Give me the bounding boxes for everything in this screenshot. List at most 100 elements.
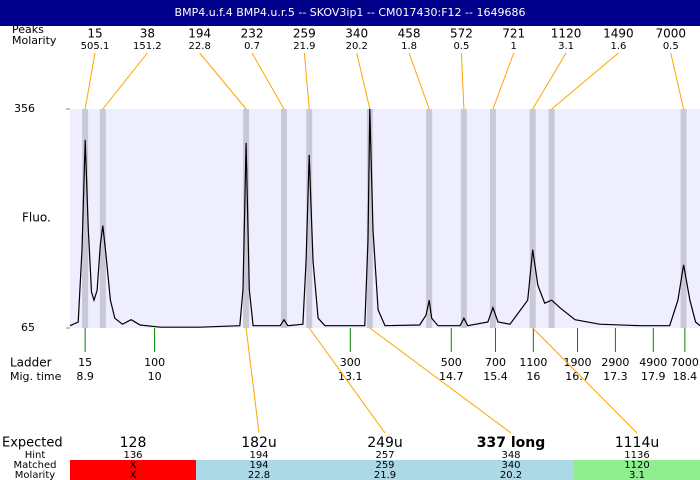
ladder-bp-label: 4900 [639,356,667,369]
peak-link [251,52,285,110]
ladder-mig-time-label: 18.4 [673,370,698,383]
ladder-bp-label: 15 [78,356,92,369]
ladder-mig-time-label: 17.3 [603,370,628,383]
ladder-mig-time-label: 17.9 [641,370,666,383]
ladder-bp-label: 2900 [601,356,629,369]
peak-link [199,52,247,110]
molarity-value: X [130,470,137,480]
ladder-mig-time-label: 16 [526,370,540,383]
matched-value: 194 [249,460,268,471]
matched-value: 1120 [624,460,649,471]
ladder-bp-label: 700 [485,356,506,369]
peak-bp-label: 1490 [603,27,634,41]
peak-band [489,109,496,328]
matched-value: X [130,460,137,471]
peak-band [426,109,433,328]
molarity-value: 20.2 [500,470,522,480]
peak-band [306,109,313,328]
hint-value: 1136 [624,450,649,461]
peak-link [408,52,430,110]
peak-bp-label: 1120 [551,27,582,41]
peak-bp-label: 38 [140,27,155,41]
ladder-bp-label: 100 [144,356,165,369]
ladder-mig-time-label: 14.7 [439,370,464,383]
ladder-label: Ladder [10,356,52,370]
peak-band [99,109,106,328]
peak-link [460,52,465,110]
peak-link [102,52,148,110]
peak-molarity-label: 3.1 [558,41,574,52]
molarity-value: 3.1 [629,470,645,480]
peak-molarity-label: 151.2 [133,41,162,52]
peak-band [529,109,536,328]
peak-band [460,109,467,328]
peak-link [303,52,310,110]
peak-molarity-label: 0.5 [663,41,679,52]
row-molarity-label: Molarity [15,470,55,480]
peak-molarity-label: 0.7 [244,41,260,52]
peak-molarity-label: 1.6 [610,41,626,52]
matched-value: 259 [375,460,394,471]
ladder-mig-time-label: 15.4 [483,370,508,383]
ladder-bp-label: 1100 [519,356,547,369]
peak-molarity-label: 1.8 [401,41,417,52]
hint-value: 348 [501,450,520,461]
match-link [532,327,638,434]
hint-value: 194 [249,450,268,461]
peak-band [243,109,250,328]
expected-value: 1114u [615,435,660,451]
plot-area [70,109,700,328]
chart-title: BMP4.u.f.4 BMP4.u.r.5 -- SKOV3ip1 -- CM0… [175,6,526,19]
peak-link [356,52,371,110]
peak-molarity-label: 21.9 [293,41,315,52]
match-cell [574,460,700,480]
ladder-mig-time-label: 10 [148,370,162,383]
peak-link [532,52,567,110]
peak-bp-label: 7000 [655,27,686,41]
expected-label: Expected [2,436,63,451]
peak-band [680,109,687,328]
expected-value: 182u [241,435,277,451]
peak-bp-label: 458 [398,27,421,41]
match-cell [196,460,322,480]
hint-label: Hint [25,450,46,461]
peak-link [84,52,96,110]
match-cell [322,460,448,480]
ladder-mig-time-label: 16.7 [565,370,590,383]
title-bar [0,0,700,26]
peak-bp-label: 232 [241,27,264,41]
peak-bp-label: 340 [345,27,368,41]
peak-bp-label: 15 [87,27,102,41]
peak-molarity-label: 505.1 [81,41,110,52]
peak-molarity-label: 22.8 [189,41,211,52]
molarity-label: Molarity [12,34,57,47]
peak-band [366,109,373,328]
peak-molarity-label: 0.5 [453,41,469,52]
peak-link [492,52,515,110]
match-cell [448,460,574,480]
peak-band [82,109,89,328]
expected-value: 337 long [477,435,546,451]
peaks-label: Peaks [12,23,44,36]
ladder-bp-label: 500 [441,356,462,369]
match-link [245,327,260,434]
peak-link [670,52,685,110]
expected-value: 128 [120,435,147,451]
match-link [308,327,386,434]
ladder-bp-label: 300 [340,356,361,369]
expected-value: 249u [367,435,403,451]
molarity-value: 21.9 [374,470,396,480]
peak-bp-label: 259 [293,27,316,41]
peak-bp-label: 194 [188,27,211,41]
peak-link [551,52,619,110]
y-tick-label: 356 [14,102,35,115]
ladder-mig-time-label: 13.1 [338,370,363,383]
peak-bp-label: 721 [502,27,525,41]
peak-band [280,109,287,328]
peak-molarity-label: 1 [511,41,517,52]
match-link [369,327,512,434]
hint-value: 257 [375,450,394,461]
y-tick-label: 65 [21,321,35,334]
ladder-bp-label: 7000 [671,356,699,369]
peak-molarity-label: 20.2 [346,41,368,52]
